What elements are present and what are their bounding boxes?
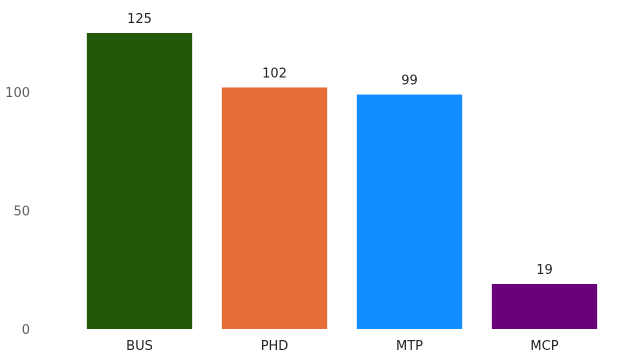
plot-area: 125 BUS 102 PHD 99 MTP 19 MCP xyxy=(86,12,598,354)
bar-mtp[interactable] xyxy=(356,94,463,330)
x-tick-label-phd: PHD xyxy=(261,339,289,354)
y-axis: 0 50 100 xyxy=(5,86,30,338)
x-tick-label-bus: BUS xyxy=(126,339,153,354)
data-label-phd: 102 xyxy=(262,66,287,81)
y-tick-label: 50 xyxy=(13,205,30,220)
data-label-mcp: 19 xyxy=(536,263,553,278)
y-tick-label: 100 xyxy=(5,86,30,101)
bar-phd[interactable] xyxy=(221,87,328,330)
data-label-mtp: 99 xyxy=(401,74,418,89)
bar-bus[interactable] xyxy=(86,33,193,329)
data-label-bus: 125 xyxy=(127,12,152,27)
y-tick-label: 0 xyxy=(22,323,30,338)
bar-mcp[interactable] xyxy=(491,284,598,329)
x-tick-label-mcp: MCP xyxy=(530,339,558,354)
x-tick-label-mtp: MTP xyxy=(396,339,423,354)
